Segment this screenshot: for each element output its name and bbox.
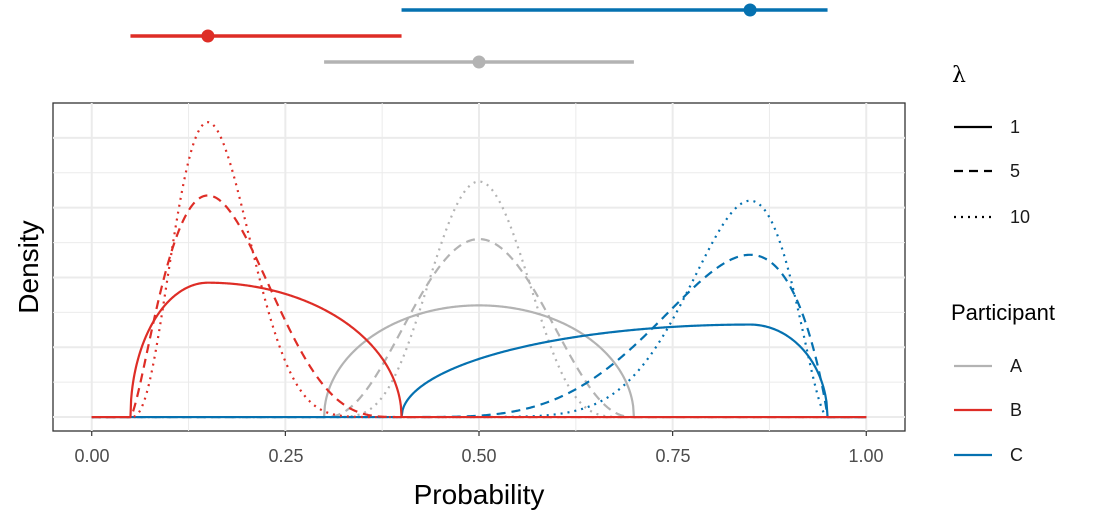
- x-axis-title: Probability: [414, 479, 545, 510]
- legend-participant-title: Participant: [951, 300, 1055, 325]
- x-tick-label-4: 1.00: [848, 446, 883, 466]
- x-axis: 0.00 0.25 0.50 0.75 1.00: [74, 446, 883, 466]
- legend-label-lambda-1: 1: [1010, 117, 1020, 137]
- density-curve-a-lambda-1: [91, 304, 867, 419]
- series-curves: [91, 121, 867, 419]
- legend-label-lambda-10: 10: [1010, 207, 1030, 227]
- legend-label-lambda-5: 5: [1010, 161, 1020, 181]
- x-tick-label-3: 0.75: [655, 446, 690, 466]
- interval-bars: [130, 3, 828, 69]
- interval-mode-a: [472, 55, 486, 69]
- legend-participant: Participant A B C: [951, 300, 1055, 465]
- legend-label-participant-c: C: [1010, 445, 1023, 465]
- density-curve-a-lambda-5: [91, 237, 867, 419]
- legend-lambda-title: λ: [952, 63, 966, 88]
- density-curve-b-lambda-1: [91, 281, 867, 419]
- x-tick-label-2: 0.50: [461, 446, 496, 466]
- y-axis-title: Density: [13, 220, 44, 313]
- interval-mode-c: [743, 3, 757, 17]
- density-curve-c-lambda-1: [91, 323, 867, 419]
- legend-label-participant-b: B: [1010, 400, 1022, 420]
- x-tick-label-0: 0.00: [74, 446, 109, 466]
- x-tick-label-1: 0.25: [268, 446, 303, 466]
- interval-mode-b: [201, 29, 215, 43]
- density-curve-b-lambda-5: [91, 194, 867, 419]
- legend-label-participant-a: A: [1010, 356, 1022, 376]
- legend-lambda: λ 1 5 10: [952, 63, 1030, 227]
